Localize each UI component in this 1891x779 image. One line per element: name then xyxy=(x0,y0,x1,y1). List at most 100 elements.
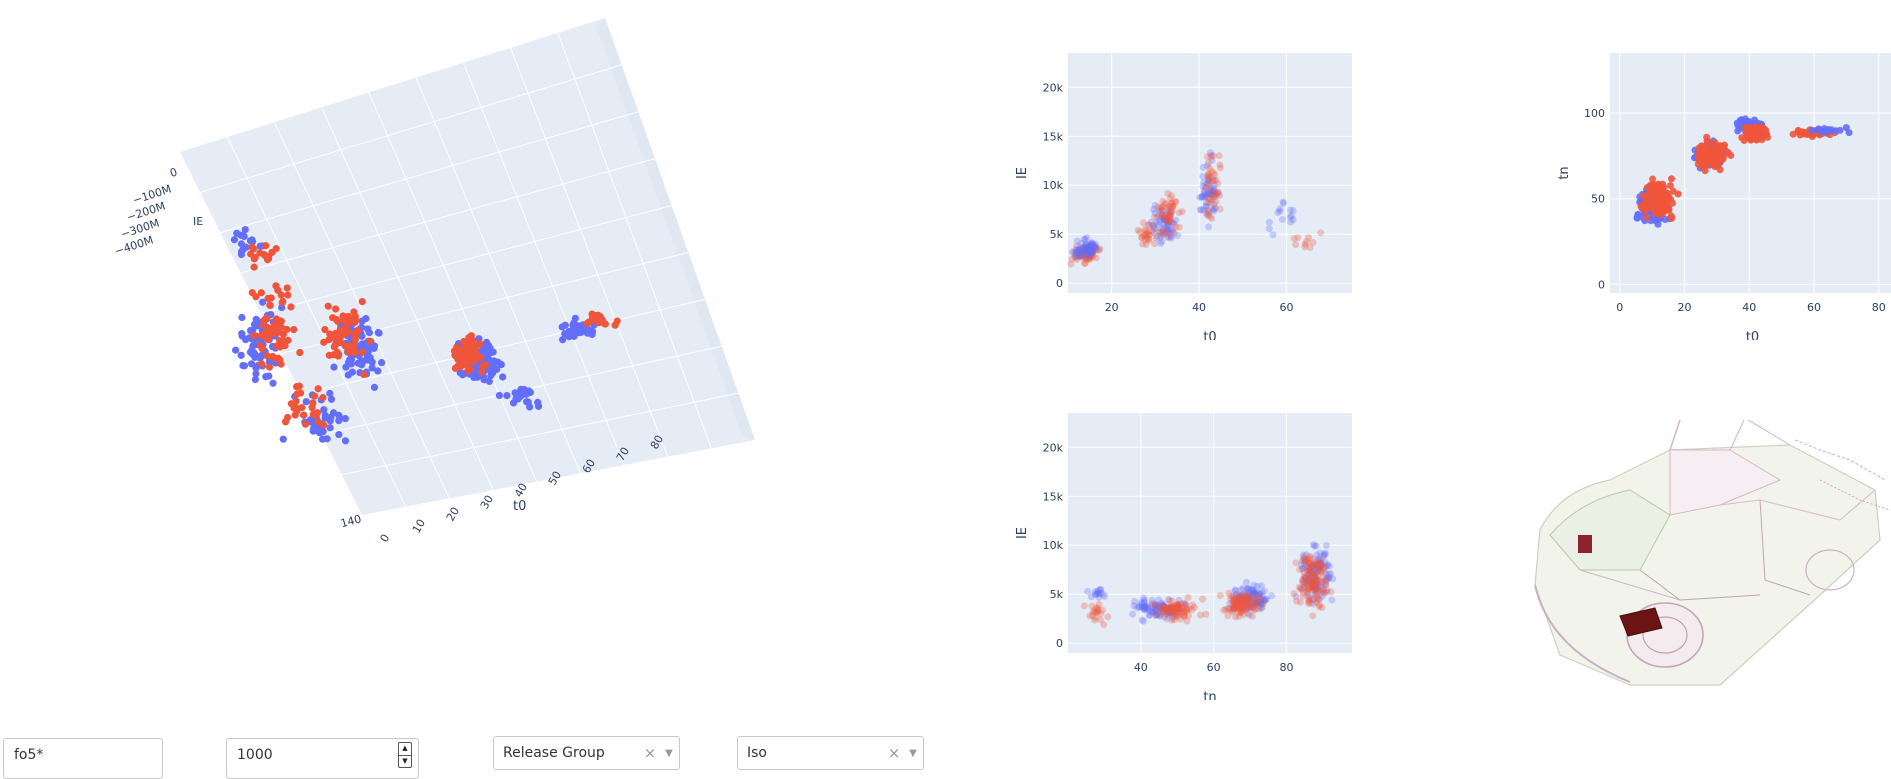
plot3d-point xyxy=(241,225,249,234)
plot3d-grid-line xyxy=(321,107,494,491)
data-point xyxy=(1311,572,1319,580)
data-point xyxy=(1088,602,1096,610)
data-point xyxy=(1134,226,1142,234)
data-point xyxy=(1306,559,1314,567)
data-point xyxy=(1082,242,1090,250)
data-point xyxy=(1154,601,1162,609)
data-point xyxy=(1100,593,1108,601)
data-point xyxy=(1239,593,1247,601)
data-point xyxy=(1309,571,1317,579)
data-point xyxy=(1249,604,1257,612)
data-point xyxy=(1198,193,1206,201)
spin-down-icon[interactable]: ▼ xyxy=(398,755,412,768)
data-point xyxy=(1245,598,1253,606)
limit-number-field[interactable] xyxy=(227,740,398,770)
data-point xyxy=(1157,214,1165,222)
data-point xyxy=(1303,588,1311,596)
data-point xyxy=(1205,184,1213,192)
data-point xyxy=(1229,596,1237,604)
data-point xyxy=(1208,195,1216,203)
limit-number-input[interactable]: ▲ ▼ xyxy=(226,738,419,772)
y-tick-label: 50 xyxy=(1591,193,1605,206)
data-point xyxy=(1184,593,1192,601)
data-point xyxy=(1311,590,1319,598)
plot3d-point xyxy=(251,253,259,262)
plot-area xyxy=(1068,53,1352,293)
data-point xyxy=(1643,213,1651,221)
data-point xyxy=(1168,603,1176,611)
data-point xyxy=(1304,567,1312,575)
scatter-3d-plot[interactable]: 0−100M−200M−300M−400M0102030405060708014… xyxy=(0,0,800,560)
data-point xyxy=(1075,246,1083,254)
plot3d-point xyxy=(327,395,336,403)
chevron-down-icon[interactable]: ▼ xyxy=(909,747,917,759)
chevron-down-icon[interactable]: ▼ xyxy=(665,747,673,759)
data-point xyxy=(1175,223,1183,231)
plot3d-point xyxy=(251,375,259,384)
data-point xyxy=(1181,607,1189,615)
data-point xyxy=(1151,600,1159,608)
data-point xyxy=(1243,605,1251,613)
data-point xyxy=(1207,153,1215,161)
data-point xyxy=(1322,581,1330,589)
data-point xyxy=(1315,561,1323,569)
data-point xyxy=(1143,234,1151,242)
data-point xyxy=(1297,561,1305,569)
car-model-viewer[interactable] xyxy=(1520,420,1891,700)
y-tick-label: 10k xyxy=(1043,179,1064,192)
plot3d-t0-tick: 30 xyxy=(478,493,496,512)
data-point xyxy=(1697,158,1705,166)
data-point xyxy=(1317,583,1325,591)
data-point xyxy=(1168,603,1176,611)
plot3d-point xyxy=(237,240,245,248)
clear-icon[interactable]: × xyxy=(643,744,657,762)
plot3d-point xyxy=(472,352,480,360)
data-point xyxy=(1323,586,1331,594)
search-input[interactable]: fo5* xyxy=(3,738,163,772)
data-point xyxy=(1088,239,1096,247)
data-point xyxy=(1084,244,1092,252)
data-point xyxy=(1087,593,1095,601)
data-point xyxy=(1241,596,1249,604)
data-point xyxy=(1299,576,1307,584)
plot3d-point xyxy=(311,392,319,400)
data-point xyxy=(1311,577,1319,585)
plot3d-point xyxy=(318,435,327,443)
data-point xyxy=(1317,229,1325,237)
data-point xyxy=(1144,604,1152,612)
data-point xyxy=(1252,599,1260,607)
plot3d-grid-line xyxy=(510,47,669,457)
clear-icon[interactable]: × xyxy=(887,744,901,762)
x-tick-label: 40 xyxy=(1192,301,1206,314)
scatter-plot-t0-ie[interactable]: 20 40 60 0 5k 10k 15k 20k t0 IE xyxy=(1010,40,1370,340)
data-point xyxy=(1104,613,1112,621)
data-point xyxy=(1225,589,1233,597)
plot3d-point xyxy=(332,305,340,313)
data-point xyxy=(1092,254,1100,262)
data-point xyxy=(1250,595,1258,603)
plot3d-point xyxy=(309,410,317,418)
data-point xyxy=(1200,206,1208,214)
number-spinner[interactable]: ▲ ▼ xyxy=(398,742,412,768)
x-tick-label: 60 xyxy=(1207,661,1221,674)
spin-up-icon[interactable]: ▲ xyxy=(398,742,412,756)
data-point xyxy=(1141,236,1149,244)
data-point xyxy=(1142,231,1150,239)
data-point xyxy=(1237,606,1245,614)
data-point xyxy=(1095,587,1103,595)
scatter-plot-tn-ie[interactable]: 40 60 80 0 5k 10k 15k 20k tn IE xyxy=(1010,400,1370,700)
x-tick-label: 80 xyxy=(1279,661,1293,674)
data-point xyxy=(1229,608,1237,616)
data-point xyxy=(1640,200,1648,208)
data-point xyxy=(1249,589,1257,597)
scatter-plot-t0-tn[interactable]: 0 20 40 60 80 0 50 100 t0 tn xyxy=(1510,40,1891,340)
data-point xyxy=(1204,211,1212,219)
data-point xyxy=(1311,580,1319,588)
data-point xyxy=(1321,558,1329,566)
view-select[interactable]: Iso × ▼ xyxy=(737,736,924,770)
data-point xyxy=(1290,235,1298,243)
plot3d-point xyxy=(534,402,543,410)
data-point xyxy=(1133,604,1141,612)
release-group-select[interactable]: Release Group × ▼ xyxy=(493,736,680,770)
data-point xyxy=(1303,556,1311,564)
